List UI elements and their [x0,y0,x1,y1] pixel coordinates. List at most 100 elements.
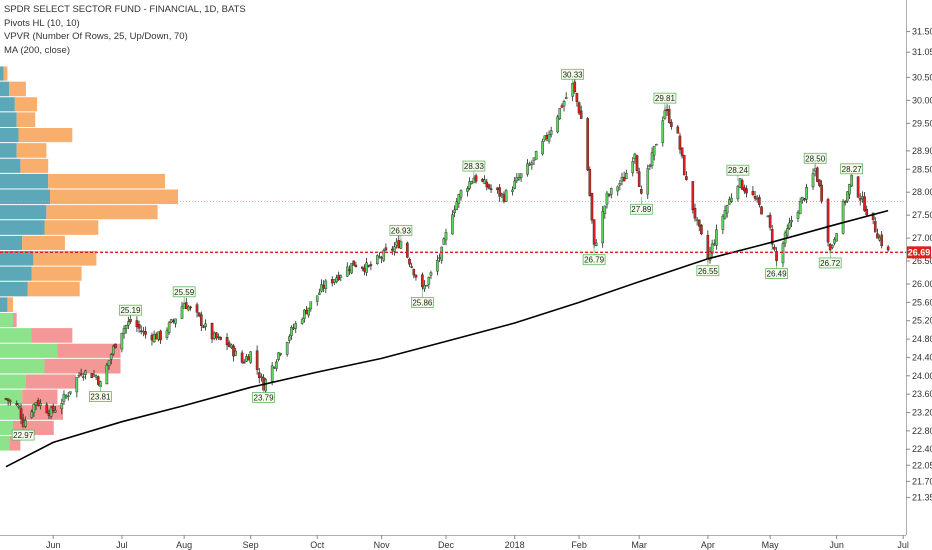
candle-down [348,269,351,271]
candle-down [232,345,235,357]
candle-up [547,134,551,142]
candle-down [775,250,778,261]
candle-up [429,272,433,276]
chart-title[interactable]: SPDR SELECT SECTOR FUND - FINANCIAL, 1D,… [4,4,246,15]
ma-indicator-label[interactable]: MA (200, close) [4,44,70,56]
candle-up [157,331,160,340]
candle-up [182,303,186,309]
y-tick-label: 25.20 [912,316,932,326]
candle-down [215,332,218,339]
candle-up [790,219,793,223]
candle-up [294,323,298,329]
candle-up [264,379,268,392]
candle-down [408,258,411,265]
candle-down [225,337,229,346]
candle-up [393,246,396,252]
candle-down [481,179,484,182]
candle-up [594,242,598,246]
candle-down [219,336,222,340]
candle-up [534,151,538,160]
y-tick-label: 26.00 [912,279,932,289]
x-tick-label: Feb [571,540,587,550]
candle-down [485,181,489,188]
candle-down [369,264,373,267]
candle-down [474,175,478,182]
volume-profile-down-bar [12,312,17,328]
candle-up [167,322,171,333]
candle-up [631,161,635,174]
candle-up [54,410,57,413]
candle-up [230,344,233,348]
candle-down [172,320,175,322]
candle-up [217,336,220,338]
x-tick-label: Nov [374,540,391,550]
candle-down [745,188,748,194]
y-tick-label: 22.05 [912,460,932,470]
candle-up [436,260,439,272]
candle-down [873,221,877,233]
pivots-indicator-label[interactable]: Pivots HL (10, 10) [4,17,80,29]
candle-up [438,257,441,259]
volume-profile-down-bar [7,297,13,312]
x-tick-label: May [762,540,780,550]
candle-down [498,187,501,197]
candle-up [861,196,864,200]
candle-down [637,171,641,187]
pivot-label: 26.72 [820,259,841,268]
candle-down [367,265,371,267]
candle-down [96,376,100,385]
candle-up [444,232,448,241]
x-tick-label: Apr [701,540,715,550]
candle-up [345,266,349,277]
volume-profile-up-bar [0,420,13,435]
volume-profile-down-bar [27,281,80,297]
candle-down [693,207,697,219]
candle-up [730,197,733,202]
y-tick-label: 24.80 [912,334,932,344]
candle-down [406,242,409,258]
y-tick-label: 30.50 [912,72,932,82]
candle-up [395,241,398,246]
candle-up [77,375,81,377]
y-tick-label: 27.50 [912,210,932,220]
candle-down [640,189,643,194]
volume-profile-down-bar [44,358,121,374]
candle-up [526,163,529,175]
candle-down [856,176,860,198]
candle-down [560,105,564,108]
candle-down [828,244,832,251]
vpvr-indicator-label[interactable]: VPVR (Number Of Rows, 25, Up/Down, 70) [4,31,188,42]
candle-up [376,255,379,265]
volume-profile-up-bar [0,66,4,81]
candle-up [335,277,338,283]
candle-down [242,362,246,364]
candle-up [122,328,126,334]
candle-down [240,352,244,363]
candle-down [758,197,761,205]
candle-up [288,336,291,341]
candle-up [500,193,504,195]
candle-down [139,330,143,332]
candle-up [661,120,665,143]
candle-down [195,304,199,313]
candle-down [826,199,830,243]
candle-up [333,279,336,283]
pivot-label: 23.79 [254,393,275,402]
candle-up [187,306,190,311]
candle-down [489,188,493,190]
candle-up [204,323,207,327]
volume-profile-down-bar [46,205,158,220]
volume-profile-down-bar [16,143,47,158]
candle-up [620,176,624,182]
x-tick-label: Jul [116,540,128,550]
candle-up [472,177,476,184]
pivot-label: 29.81 [655,94,676,103]
volume-profile-up-bar [0,435,10,451]
pivot-label-box [561,68,584,80]
volume-profile-up-bar [0,312,13,328]
x-tick-label: Oct [310,540,325,550]
candle-up [652,145,656,156]
candle-down [354,264,358,267]
